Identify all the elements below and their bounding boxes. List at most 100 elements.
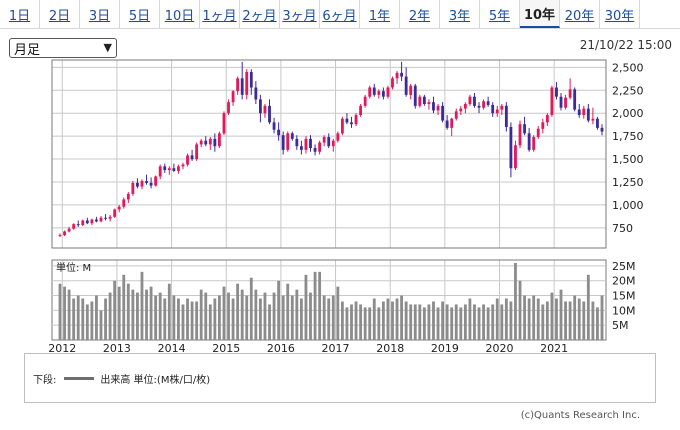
volume-tick-label: 10M [612, 304, 636, 317]
tab-7[interactable]: 3ヶ月 [280, 0, 320, 28]
candle-body [199, 140, 203, 145]
tab-3[interactable]: 5日 [120, 0, 160, 28]
volume-bar [145, 289, 148, 340]
candle-body [555, 87, 558, 97]
tab-2[interactable]: 3日 [80, 0, 120, 28]
candle-body [436, 105, 440, 111]
candle-body [299, 146, 303, 150]
volume-bar [391, 301, 394, 340]
volume-bar [177, 298, 180, 340]
tab-6[interactable]: 2ヶ月 [240, 0, 280, 28]
candle-body [568, 89, 572, 98]
candle-body [145, 181, 148, 183]
candle-body [354, 115, 358, 125]
tab-11[interactable]: 3年 [440, 0, 480, 28]
volume-bar [523, 295, 526, 340]
volume-bar [545, 301, 549, 340]
candle-body [295, 138, 299, 147]
candle-body [249, 71, 253, 88]
volume-bar [290, 295, 294, 340]
volume-bar [600, 295, 604, 340]
year-label: 2013 [103, 342, 131, 352]
volume-bar [181, 304, 185, 340]
volume-tick-label: 25M [612, 260, 636, 273]
volume-bar [550, 292, 554, 340]
candle-body [391, 78, 394, 88]
volume-bar [217, 295, 221, 340]
tab-15[interactable]: 30年 [600, 0, 640, 28]
volume-bar [95, 295, 98, 340]
volume-bar [163, 298, 167, 340]
volume-bar [459, 307, 463, 340]
tab-8[interactable]: 6ヶ月 [320, 0, 360, 28]
candle-body [286, 133, 290, 150]
tab-1[interactable]: 2日 [40, 0, 80, 28]
candle-body [136, 182, 139, 187]
candle-body [81, 220, 85, 226]
volume-bar [190, 301, 194, 340]
candle-body [582, 108, 586, 116]
volume-bar [231, 298, 235, 340]
tab-14[interactable]: 20年 [560, 0, 600, 28]
volume-bar [286, 283, 290, 340]
candle-body [318, 142, 322, 152]
tab-5[interactable]: 1ヶ月 [200, 0, 240, 28]
year-label: 2017 [322, 342, 350, 352]
volume-bar [113, 280, 117, 340]
candle-body [504, 105, 508, 127]
candle-body [131, 182, 135, 194]
candle-body [473, 96, 476, 106]
volume-bar [400, 295, 404, 340]
volume-bar [568, 301, 572, 340]
legend-volume-swatch [64, 377, 95, 380]
candle-body [204, 140, 208, 145]
volume-bar [236, 283, 240, 340]
volume-bar [577, 298, 581, 340]
candle-body [477, 105, 481, 108]
candle-body [208, 138, 212, 145]
candle-body [486, 101, 490, 105]
volume-unit-label: 単位: M [56, 261, 91, 274]
tab-9[interactable]: 1年 [360, 0, 400, 28]
candle-body [600, 127, 604, 132]
tab-10[interactable]: 2年 [400, 0, 440, 28]
candle-body [550, 87, 554, 116]
candle-body [459, 108, 463, 112]
candle-body [427, 102, 431, 105]
candle-body [596, 118, 599, 128]
candle-body [450, 118, 454, 128]
year-label: 2019 [431, 342, 459, 352]
volume-bar [81, 298, 85, 340]
volume-bar [532, 295, 536, 340]
volume-bar [318, 271, 322, 340]
candle-body [409, 85, 413, 95]
volume-bar [336, 286, 340, 340]
tab-0[interactable]: 1日 [0, 0, 40, 28]
candle-body [163, 166, 167, 171]
candle-body [258, 99, 262, 114]
candle-body [359, 105, 363, 116]
volume-bar [327, 298, 331, 340]
tab-12[interactable]: 5年 [480, 0, 520, 28]
volume-tick-label: 5M [612, 319, 629, 332]
volume-bar [309, 292, 312, 340]
price-tick-label: 750 [612, 222, 633, 235]
legend-box: 下段: 出来高 単位:(M株/口/枚) [24, 353, 656, 403]
volume-bar [85, 304, 89, 340]
volume-bar [514, 262, 517, 340]
tab-13[interactable]: 10年 [520, 0, 560, 28]
volume-bar [263, 292, 267, 340]
volume-tick-label: 15M [612, 290, 636, 303]
candle-body [518, 124, 522, 146]
volume-bar [272, 292, 276, 340]
volume-bar [213, 298, 217, 340]
volume-bar [436, 307, 440, 340]
candle-body [181, 164, 185, 167]
candle-body [514, 145, 517, 169]
volume-bar [477, 307, 481, 340]
candle-interval-select[interactable]: 月足 ▼ [9, 38, 117, 58]
tab-4[interactable]: 10日 [160, 0, 200, 28]
stock-chart: 750 1,000 1,250 1,500 1,750 2,000 2,250 2,500 5M… [48, 59, 644, 352]
candle-body [172, 168, 176, 171]
candle-body [213, 138, 217, 147]
